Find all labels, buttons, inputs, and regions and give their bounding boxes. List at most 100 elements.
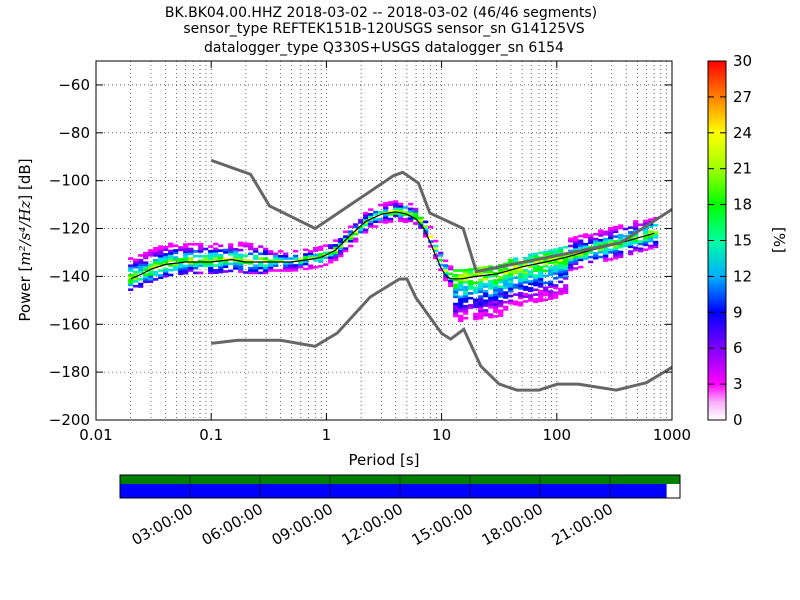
heatmap-cell [543, 288, 549, 292]
heatmap-cell [553, 269, 559, 273]
heatmap-cell [288, 266, 294, 270]
heatmap-cell [138, 268, 144, 271]
heatmap-cell [163, 272, 169, 275]
heatmap-cell [558, 287, 564, 291]
heatmap-cell [548, 249, 554, 253]
heatmap-cell [533, 278, 539, 282]
heatmap-cell [573, 262, 579, 265]
heatmap-cell [158, 247, 164, 251]
heatmap-cell [183, 252, 189, 256]
colorbar: 0 3 6 9 12 15 18 21 24 27 30 [%] [707, 52, 788, 429]
heatmap-cell [493, 303, 499, 306]
heatmap-cell [508, 294, 514, 298]
heatmap-cell [483, 292, 489, 295]
heatmap-cell [148, 254, 154, 257]
heatmap-cell [393, 209, 399, 213]
heatmap-cell [183, 267, 189, 270]
heatmap-cell [163, 260, 169, 263]
heatmap-cell [223, 258, 229, 261]
heatmap-cell [458, 295, 464, 299]
heatmap-cell [433, 256, 439, 260]
heatmap-cell [458, 269, 464, 272]
heatmap-cell [508, 285, 514, 288]
heatmap-cell [528, 282, 534, 285]
heatmap-cell [538, 266, 544, 269]
heatmap-cell [253, 264, 259, 267]
heatmap-cell [213, 247, 219, 251]
heatmap-cell [128, 276, 134, 279]
heatmap-cell [228, 248, 234, 251]
heatmap-cell [513, 302, 519, 306]
heatmap-cell [618, 233, 624, 237]
heatmap-cell [518, 291, 524, 295]
heatmap-cell [233, 264, 239, 268]
heatmap-cell [423, 227, 429, 231]
heatmap-cell [548, 292, 554, 296]
heatmap-cell [463, 290, 469, 294]
heatmap-cell [218, 258, 224, 262]
y-tick-label: −100 [49, 172, 90, 190]
heatmap-cell [538, 294, 544, 298]
heatmap-cell [218, 263, 224, 267]
heatmap-cell [613, 256, 619, 260]
heatmap-cell [513, 286, 519, 289]
heatmap-cell [588, 239, 594, 242]
heatmap-cell [213, 264, 219, 267]
heatmap-cell [358, 230, 364, 234]
heatmap-cell [643, 229, 649, 232]
heatmap-cell [568, 237, 574, 241]
heatmap-cell [608, 234, 614, 237]
heatmap-cell [133, 284, 139, 288]
heatmap-cell [558, 251, 564, 255]
heatmap-cell [503, 308, 509, 311]
heatmap-cell [293, 249, 299, 253]
heatmap-cell [398, 214, 404, 218]
heatmap-cell [443, 271, 449, 275]
colorbar-tick-label: 0 [733, 411, 743, 429]
heatmap-cell [218, 256, 224, 259]
data-coverage-bar: 03:00:00 06:00:00 09:00:00 12:00:00 15:00:00… [119, 474, 681, 549]
heatmap-cell [348, 230, 354, 233]
heatmap-cell [313, 254, 319, 257]
heatmap-cell [158, 259, 164, 263]
heatmap-cell [193, 264, 199, 267]
heatmap-cell [363, 214, 369, 217]
heatmap-cell [238, 265, 244, 269]
heatmap-cell [303, 258, 309, 261]
y-tick-label: −160 [49, 315, 90, 333]
heatmap-cell [143, 263, 149, 267]
heatmap-cell [338, 252, 344, 255]
heatmap-cell [498, 276, 504, 279]
heatmap-cell [533, 267, 539, 270]
heatmap-cell [458, 307, 464, 311]
heatmap-cell [223, 263, 229, 266]
heatmap-cell [183, 245, 189, 249]
heatmap-cell [193, 242, 199, 246]
heatmap-cell [513, 283, 519, 287]
heatmap-cell [258, 257, 264, 260]
heatmap-cell [473, 300, 479, 304]
heatmap-cell [528, 296, 534, 300]
heatmap-cell [453, 278, 459, 282]
heatmap-cell [323, 256, 329, 259]
heatmap-cell [628, 231, 634, 234]
heatmap-cell [253, 269, 259, 272]
heatmap-cell [638, 242, 644, 246]
heatmap-cell [503, 279, 509, 282]
heatmap-cell [558, 271, 564, 274]
heatmap-cell [493, 293, 499, 297]
heatmap-cell [488, 298, 494, 302]
heatmap-cell [473, 315, 479, 318]
x-tick-label: 0.01 [79, 426, 112, 444]
heatmap-cell [303, 262, 309, 266]
heatmap-cell [458, 319, 464, 323]
heatmap-cell [493, 310, 499, 313]
heatmap-cell [453, 290, 459, 294]
heatmap-cell [643, 219, 649, 223]
heatmap-cell [243, 271, 249, 274]
y-tick-label: −180 [49, 363, 90, 381]
plot-background [96, 61, 672, 420]
y-axis-label-suffix: ] [dB] [16, 158, 34, 200]
heatmap-cell [503, 281, 509, 285]
heatmap-cell [563, 274, 569, 278]
